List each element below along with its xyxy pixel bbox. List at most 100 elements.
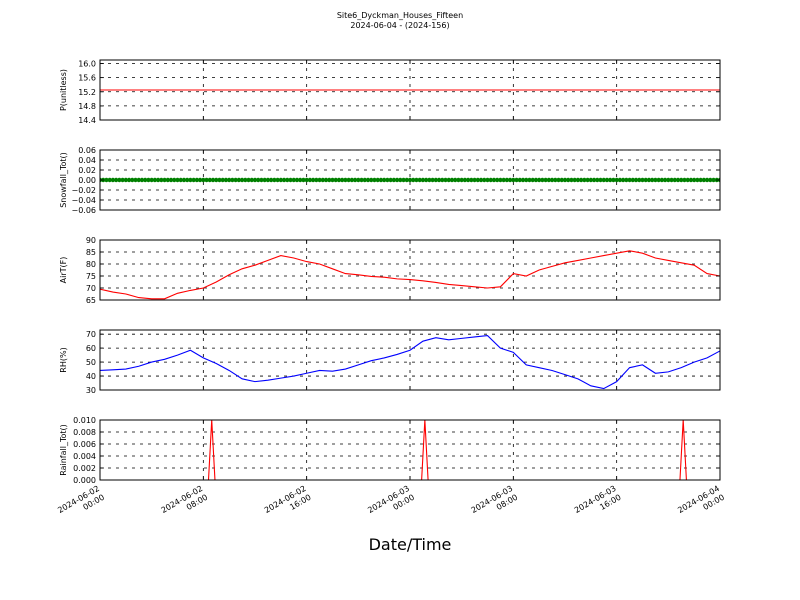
y-tick-label: 15.6 — [78, 74, 96, 83]
data-point — [239, 177, 245, 183]
data-point — [120, 177, 125, 183]
data-point — [214, 177, 219, 183]
data-point — [301, 177, 306, 183]
data-point — [511, 177, 516, 183]
data-point — [482, 177, 487, 183]
data-point — [601, 177, 606, 183]
y-tick-label: 70 — [86, 284, 96, 293]
x-tick-label: 2024-06-0316:00 — [573, 484, 623, 524]
y-tick-label: 0.006 — [73, 440, 96, 449]
data-point — [369, 177, 374, 183]
data-point — [682, 177, 687, 183]
data-point — [291, 177, 296, 183]
y-tick-label: 0.02 — [78, 166, 96, 175]
y-tick-label: 30 — [86, 386, 96, 395]
data-point — [268, 177, 274, 183]
data-point — [530, 177, 535, 183]
data-point — [394, 177, 400, 183]
data-point — [575, 177, 581, 183]
data-point — [110, 177, 116, 183]
y-tick-label: 40 — [86, 372, 96, 381]
data-point — [304, 177, 309, 183]
data-point — [249, 177, 254, 183]
y-tick-label: 65 — [86, 296, 96, 305]
data-point — [675, 177, 681, 183]
x-tick-label: 2024-06-0216:00 — [263, 484, 313, 524]
data-point — [307, 177, 313, 183]
data-point — [201, 177, 206, 183]
data-point — [536, 177, 542, 183]
data-point — [252, 177, 258, 183]
data-point — [617, 177, 623, 183]
data-point — [462, 177, 468, 183]
data-point — [514, 177, 519, 183]
data-point — [327, 177, 332, 183]
data-point — [595, 177, 600, 183]
data-point — [430, 177, 435, 183]
data-point — [113, 177, 119, 183]
data-point — [230, 177, 235, 183]
data-point — [175, 177, 180, 183]
panel-3: 65 70 75 80 85 90 AirT(F) — [59, 236, 721, 305]
data-point — [695, 177, 700, 183]
y-tick-label: −0.04 — [71, 196, 96, 205]
y-tick-label: −0.02 — [71, 186, 96, 195]
data-point — [207, 177, 212, 183]
data-point — [475, 177, 481, 183]
data-point — [246, 177, 251, 183]
data-point — [708, 177, 713, 183]
y-tick-label: 0.008 — [73, 428, 96, 437]
x-tick-label: 2024-06-0300:00 — [366, 484, 416, 524]
y-tick-label: 85 — [86, 248, 96, 257]
data-point — [411, 177, 416, 183]
y-tick-label: 0.000 — [73, 476, 96, 485]
panel-4: 30 40 50 60 70 RH(%) — [59, 329, 721, 395]
data-point — [126, 177, 132, 183]
data-point — [549, 177, 555, 183]
data-point — [582, 177, 587, 183]
data-point — [427, 177, 432, 183]
data-point — [504, 177, 510, 183]
data-point — [643, 177, 648, 183]
data-point — [381, 177, 387, 183]
data-point — [507, 177, 513, 183]
x-tick-label: 2024-06-0308:00 — [470, 484, 520, 524]
data-point — [420, 177, 426, 183]
data-point — [666, 177, 671, 183]
data-point — [349, 177, 355, 183]
data-point — [588, 177, 594, 183]
data-point — [611, 177, 616, 183]
data-point — [365, 177, 371, 183]
data-point — [256, 177, 261, 183]
data-point — [440, 177, 445, 183]
y-tick-label: 14.8 — [78, 102, 96, 111]
panel-2: −0.06−0.04−0.020.000.020.040.06 Snowfall_… — [59, 146, 721, 215]
data-point — [259, 177, 264, 183]
data-point — [133, 177, 138, 183]
data-point — [488, 177, 493, 183]
data-point — [630, 177, 636, 183]
data-point — [188, 177, 193, 183]
data-point — [524, 177, 529, 183]
data-point — [314, 177, 319, 183]
data-point — [210, 177, 216, 183]
data-point — [162, 177, 167, 183]
data-point — [336, 177, 342, 183]
data-point — [614, 177, 619, 183]
data-point — [130, 177, 135, 183]
data-point — [168, 177, 174, 183]
data-point — [578, 177, 584, 183]
data-point — [669, 177, 674, 183]
data-point — [598, 177, 603, 183]
y-tick-label: 15.2 — [78, 88, 96, 97]
data-point — [310, 177, 316, 183]
series-line — [100, 420, 720, 480]
data-point — [155, 177, 161, 183]
series-4 — [100, 335, 720, 390]
data-point — [446, 177, 451, 183]
data-point — [388, 177, 393, 183]
y-tick-label: 0.06 — [78, 146, 96, 155]
data-point — [346, 177, 351, 183]
data-point — [401, 177, 406, 183]
y-tick-label: 90 — [86, 236, 96, 245]
